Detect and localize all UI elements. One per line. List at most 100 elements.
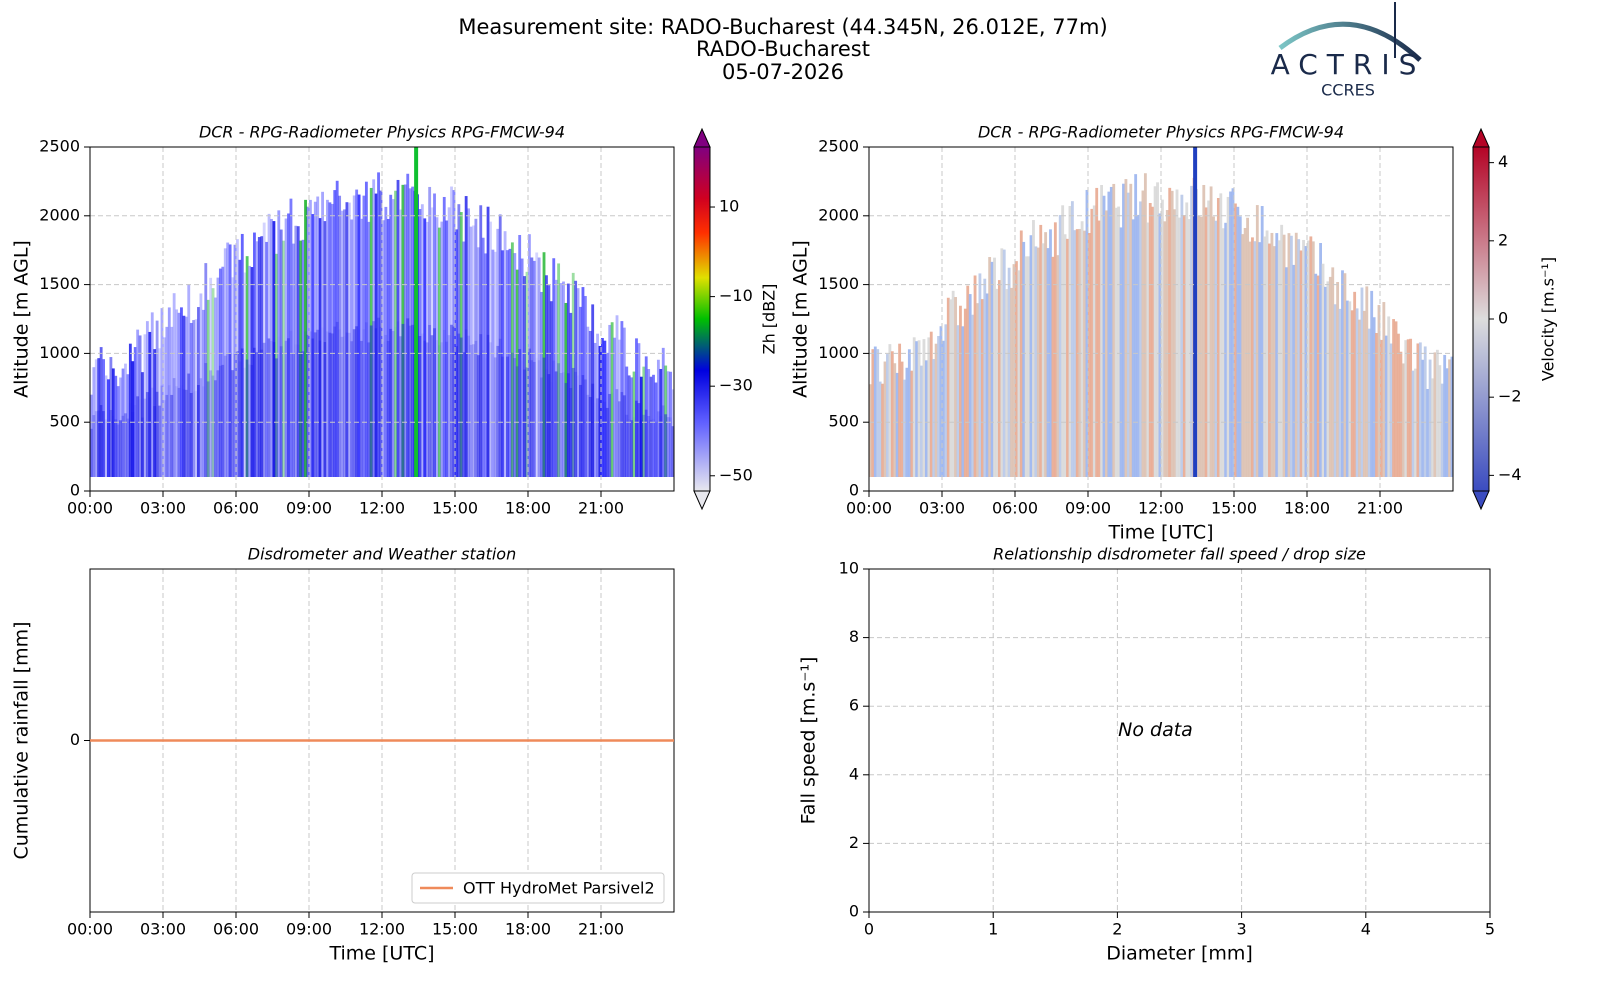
y-tick-label: 10 — [839, 559, 859, 578]
radar-column-core — [557, 363, 561, 477]
radar-column-core — [666, 417, 670, 477]
radar-column — [1382, 302, 1386, 477]
radar-column-core — [664, 414, 668, 477]
radar-column — [472, 225, 475, 477]
radar-column — [1360, 287, 1364, 477]
y-tick-label: 1000 — [818, 343, 859, 362]
radar-column-core — [492, 356, 495, 477]
radar-column — [1302, 239, 1305, 477]
radar-column — [386, 218, 390, 477]
radar-column — [489, 221, 492, 477]
radar-column — [253, 232, 256, 477]
radar-column — [1182, 215, 1186, 477]
radar-column-core — [489, 342, 492, 477]
radar-column — [1053, 222, 1057, 477]
radar-column-core — [279, 346, 283, 477]
radar-column — [418, 209, 422, 477]
radar-column — [1148, 202, 1152, 477]
radar-column — [1343, 273, 1347, 477]
radar-column — [871, 349, 875, 477]
radar-column — [515, 269, 519, 477]
radar-column-core — [364, 322, 368, 477]
radar-column-core — [270, 340, 273, 477]
radar-column-core — [374, 328, 378, 477]
y-tick-label: 1500 — [818, 274, 859, 293]
radar-column — [136, 329, 140, 477]
radar-column-core — [136, 396, 140, 477]
radar-column — [435, 217, 439, 477]
radar-column — [912, 337, 916, 477]
x-tick-label: 15:00 — [432, 920, 478, 939]
radar-column-core — [542, 357, 546, 477]
radar-column — [430, 207, 434, 477]
radar-column-core — [318, 340, 322, 477]
radar-column-core — [588, 396, 592, 477]
radar-column — [627, 375, 631, 477]
radar-column — [396, 179, 400, 477]
radar-column — [355, 189, 359, 478]
x-tick-label: 12:00 — [359, 499, 405, 518]
radar-column — [1289, 235, 1293, 477]
radar-column — [175, 309, 178, 477]
radar-column-core — [559, 373, 563, 477]
radar-column-core — [133, 405, 137, 477]
colorbar-tick-label: −4 — [1498, 465, 1522, 484]
radar-column-core — [637, 403, 641, 477]
radar-column — [270, 218, 273, 477]
radar-column-core — [350, 341, 354, 477]
radar-column — [920, 365, 923, 477]
radar-column-core — [338, 329, 342, 477]
radar-column — [1080, 221, 1084, 477]
radar-column-core — [211, 375, 215, 477]
radar-column — [491, 249, 495, 477]
radar-column — [1263, 236, 1267, 477]
radar-column — [949, 299, 953, 477]
radar-column — [630, 377, 634, 477]
radar-column — [158, 348, 161, 477]
colorbar-extend — [693, 127, 711, 148]
radar-column-core — [282, 351, 286, 477]
radar-column-core — [291, 353, 295, 477]
radar-column — [1221, 228, 1225, 477]
radar-column — [236, 239, 239, 477]
radar-column — [1029, 235, 1033, 477]
radar-column-core — [540, 377, 543, 477]
radar-column-core — [333, 326, 337, 477]
radar-column — [1287, 233, 1291, 477]
radar-column — [367, 221, 371, 477]
radar-column — [345, 202, 349, 478]
radar-column-core — [153, 406, 157, 477]
radar-column — [1270, 232, 1274, 477]
radar-column-core — [484, 358, 487, 477]
radar-column-core — [192, 391, 196, 477]
radar-column-core — [240, 348, 244, 477]
x-tick-label: 15:00 — [432, 499, 478, 518]
y-tick-label: 2 — [849, 833, 859, 852]
radar-column — [109, 357, 113, 477]
radar-column — [1214, 220, 1218, 477]
radar-column — [192, 320, 196, 477]
radar-column — [583, 296, 587, 477]
radar-column — [601, 338, 604, 477]
legend-label: OTT HydroMet Parsivel2 — [463, 879, 655, 898]
radar-column — [644, 356, 648, 477]
radar-column — [946, 297, 950, 477]
radar-column — [1328, 276, 1332, 477]
radar-column — [1370, 290, 1374, 477]
radar-column — [635, 338, 638, 477]
radar-column — [265, 241, 269, 477]
radar-column — [287, 213, 290, 477]
radar-column — [284, 218, 288, 477]
radar-column — [352, 195, 356, 478]
radar-column — [369, 187, 373, 477]
radar-column — [1092, 205, 1096, 477]
radar-column — [910, 370, 914, 477]
radar-column-core — [498, 338, 502, 477]
radar-column-core — [379, 326, 383, 477]
radar-column-core — [394, 327, 397, 477]
radar-column — [257, 237, 261, 477]
radar-column — [1280, 224, 1284, 477]
radar-column — [1367, 328, 1371, 477]
radar-column-core — [630, 420, 634, 477]
radar-column-core — [457, 333, 461, 477]
